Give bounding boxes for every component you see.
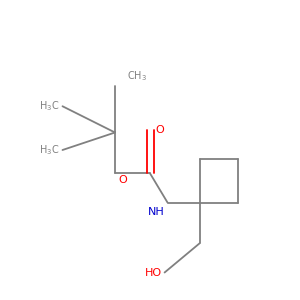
Text: H$_3$C: H$_3$C xyxy=(39,99,60,113)
Text: HO: HO xyxy=(145,268,162,278)
Text: O: O xyxy=(118,175,127,185)
Text: NH: NH xyxy=(148,207,165,217)
Text: O: O xyxy=(156,124,165,135)
Text: H$_3$C: H$_3$C xyxy=(39,143,60,157)
Text: CH$_3$: CH$_3$ xyxy=(127,69,147,83)
